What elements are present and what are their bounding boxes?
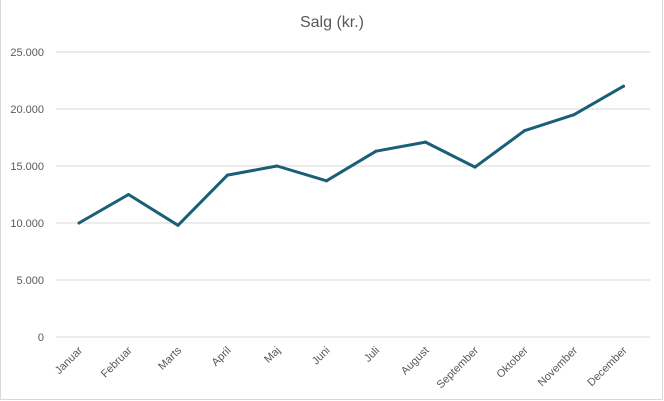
data-point — [226, 173, 229, 177]
x-tick-label: April — [210, 345, 234, 369]
x-tick-label: Juli — [362, 345, 382, 365]
x-tick-label: August — [399, 345, 432, 378]
chart-title: Salg (kr.) — [299, 14, 364, 31]
data-point — [473, 165, 477, 169]
x-tick-label: Marts — [156, 344, 184, 372]
x-tick-label: Februar — [99, 344, 135, 380]
x-tick-label: Juni — [310, 345, 333, 368]
x-tick-label: December — [585, 344, 630, 389]
y-tick-label: 0 — [38, 332, 44, 344]
x-axis: Januar Februar Marts April Maj Juni Juli August… — [53, 344, 630, 391]
data-point — [572, 113, 576, 117]
series-group — [77, 84, 625, 227]
data-point — [275, 164, 279, 168]
x-tick-label: November — [536, 344, 581, 389]
y-tick-label: 20.000 — [10, 104, 44, 116]
x-tick-label: Maj — [262, 345, 283, 366]
data-point — [424, 140, 427, 144]
data-point — [622, 84, 625, 88]
data-point — [374, 149, 378, 153]
data-point — [77, 221, 81, 225]
data-point — [176, 223, 180, 227]
gridlines — [56, 51, 650, 338]
y-tick-label: 25.000 — [10, 47, 44, 59]
y-tick-label: 15.000 — [10, 161, 44, 173]
x-tick-label: September — [435, 344, 482, 391]
y-tick-label: 5.000 — [16, 275, 44, 287]
data-point — [523, 129, 526, 133]
series-line — [77, 84, 625, 227]
y-axis: 0 5.000 10.000 15.000 20.000 25.000 — [10, 47, 44, 344]
x-tick-label: Oktober — [494, 344, 530, 380]
x-tick-label: Januar — [53, 344, 86, 377]
y-tick-label: 10.000 — [10, 218, 44, 230]
data-point — [127, 193, 130, 196]
data-point — [325, 179, 328, 183]
